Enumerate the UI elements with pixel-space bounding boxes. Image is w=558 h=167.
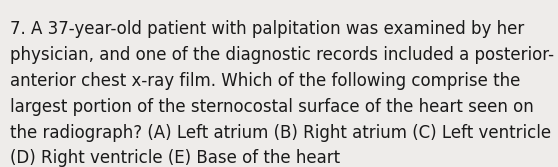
Text: (D) Right ventricle (E) Base of the heart: (D) Right ventricle (E) Base of the hear… (10, 149, 340, 167)
Text: anterior chest x-ray film. Which of the following comprise the: anterior chest x-ray film. Which of the … (10, 72, 521, 90)
Text: largest portion of the sternocostal surface of the heart seen on: largest portion of the sternocostal surf… (10, 98, 534, 116)
Text: physician, and one of the diagnostic records included a posterior-: physician, and one of the diagnostic rec… (10, 46, 554, 64)
Text: the radiograph? (A) Left atrium (B) Right atrium (C) Left ventricle: the radiograph? (A) Left atrium (B) Righ… (10, 124, 551, 142)
Text: 7. A 37-year-old patient with palpitation was examined by her: 7. A 37-year-old patient with palpitatio… (10, 20, 525, 38)
